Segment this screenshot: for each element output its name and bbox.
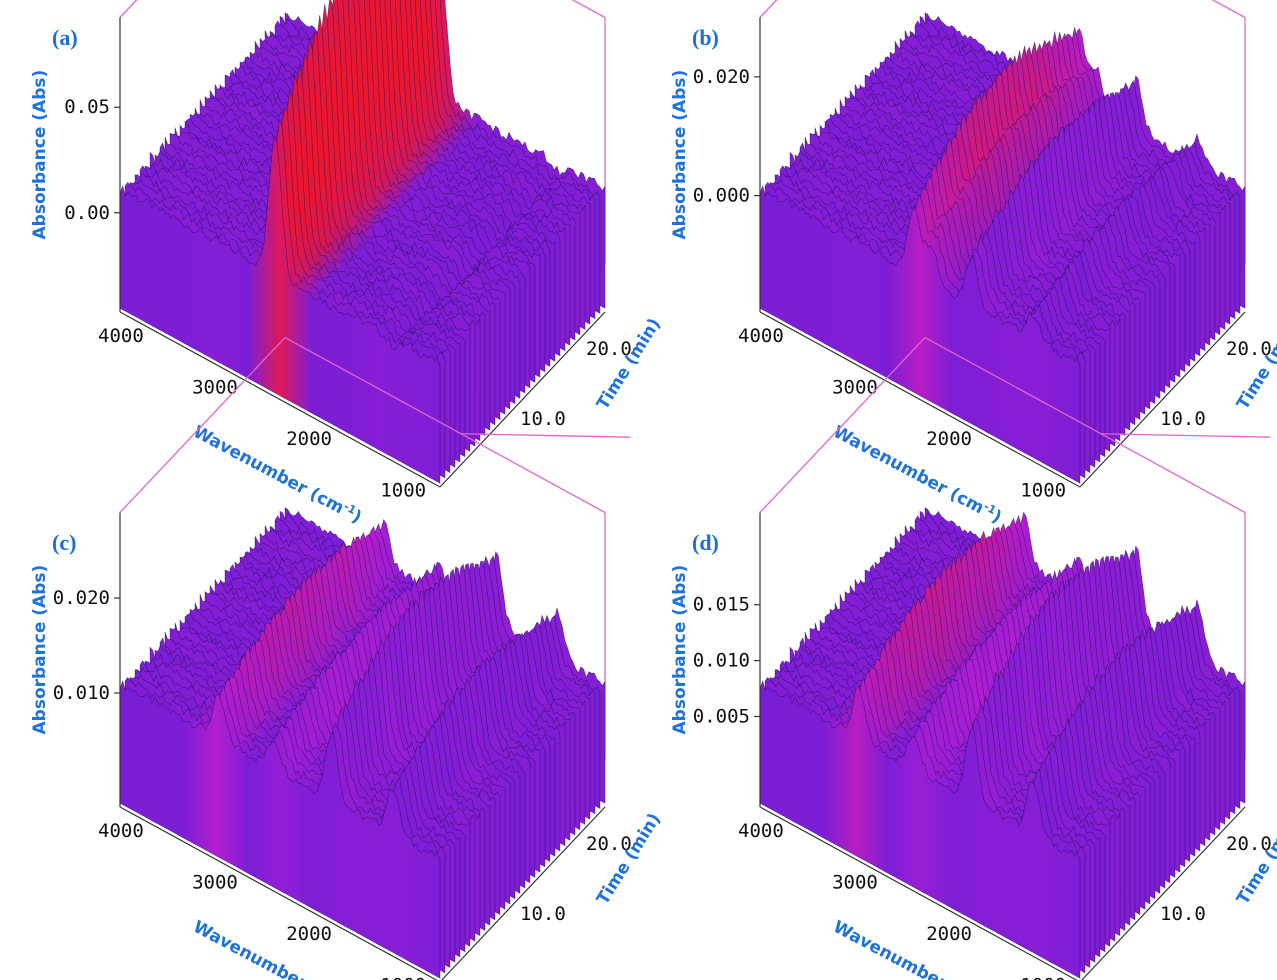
- x-tick-label: 4000: [98, 325, 144, 347]
- time-axis-line: [439, 311, 606, 488]
- x-axis-line: [119, 311, 441, 488]
- x-tick-label: 4000: [738, 325, 784, 347]
- x-tick-label: 2000: [286, 428, 332, 450]
- surface-group: [759, 336, 1271, 979]
- t-tick-label: 20.0: [1226, 833, 1272, 855]
- x-tick-label: 1000: [380, 974, 426, 980]
- t-tick-label: 10.0: [1160, 903, 1206, 925]
- time-axis-line: [1081, 806, 1246, 980]
- z-axis-title: Absorbance (Abs): [30, 565, 50, 735]
- x-tick-label: 3000: [832, 376, 878, 398]
- time-axis-title: Time (min): [593, 810, 665, 909]
- x-axis-title: Wavenumber (cm-1): [830, 916, 1006, 980]
- x-tick-label: 1000: [1020, 479, 1066, 501]
- z-axis-title: Absorbance (Abs): [30, 70, 50, 240]
- z-tick-label: 0.010: [53, 682, 110, 704]
- x-tick-label: 1000: [380, 479, 426, 501]
- surface-group: [119, 0, 606, 484]
- z-tick-label: 0.015: [693, 594, 750, 616]
- surface-plot-c: (c) 4000 3000 2000 1000 0.020 0.010 10.0 20.0 Wa…: [30, 336, 665, 980]
- surface-plot-d: (d) 4000 3000 2000 1000 0.015 0.010 0.005 10.0 2…: [670, 336, 1277, 980]
- x-axis-title: Wavenumber (cm-1): [190, 916, 366, 980]
- surface-group: [119, 336, 631, 979]
- box-edge-diag: [1100, 433, 1271, 438]
- z-tick-label: 0.000: [693, 185, 750, 207]
- time-axis-line: [441, 806, 606, 980]
- t-tick-label: 10.0: [520, 903, 566, 925]
- t-tick-label: 10.0: [1160, 408, 1206, 430]
- surface-strip: [119, 135, 441, 484]
- box-edge-diag: [460, 433, 631, 438]
- x-tick-label: 2000: [926, 428, 972, 450]
- z-tick-label: 0.00: [64, 202, 110, 224]
- box-edge-back: [759, 0, 1246, 19]
- t-tick-label: 10.0: [520, 408, 566, 430]
- z-axis-title: Absorbance (Abs): [670, 70, 690, 240]
- box-edge-back: [119, 336, 606, 514]
- z-tick-label: 0.005: [693, 705, 750, 727]
- x-tick-label: 4000: [98, 820, 144, 842]
- surface-plot-a: (a) 40003000200010000.050.0010.020.0Wave…: [30, 0, 665, 528]
- x-tick-label: 3000: [192, 376, 238, 398]
- t-tick-label: 20.0: [1226, 338, 1272, 360]
- time-axis-line: [1079, 311, 1246, 488]
- chart-panel-c: (c) 4000 3000 2000 1000 0.020 0.010 10.0 20.0 Wa…: [20, 336, 665, 980]
- z-tick-label: 0.020: [693, 66, 750, 88]
- z-tick-label: 0.020: [53, 587, 110, 609]
- panel-label: (c): [52, 530, 76, 555]
- time-axis-title: Time (min): [1233, 810, 1277, 909]
- z-tick-label: 0.05: [64, 96, 110, 118]
- x-axis-line: [119, 806, 438, 980]
- x-tick-label: 1000: [1020, 974, 1066, 980]
- t-tick-label: 20.0: [586, 833, 632, 855]
- panel-label: (a): [52, 25, 78, 50]
- z-axis-title: Absorbance (Abs): [670, 565, 690, 735]
- chart-panel-d: (d) 4000 3000 2000 1000 0.015 0.010 0.005 10.0 2…: [660, 336, 1277, 980]
- t-tick-label: 20.0: [586, 338, 632, 360]
- x-tick-label: 2000: [926, 923, 972, 945]
- z-tick-label: 0.010: [693, 650, 750, 672]
- surface-plot-b: (b) 40003000200010000.0200.00010.020.0Wa…: [670, 0, 1277, 528]
- x-tick-label: 3000: [832, 871, 878, 893]
- box-edge-back: [759, 336, 1246, 514]
- surface-group: [759, 0, 1246, 484]
- chart-panel-a: (a) 4000 3000 2000 1000 0.05 0.00 10.0 20.0 Wave…: [20, 0, 665, 528]
- surface-strip: [119, 680, 441, 979]
- chart-panel-b: (b) 4000 3000 2000 1000 0.020 0.000 10.0 20.0 Wa…: [660, 0, 1277, 528]
- surface-strip: [759, 185, 1081, 484]
- time-axis-title: Time (min): [1233, 315, 1277, 414]
- panel-label: (d): [692, 530, 719, 555]
- x-tick-label: 2000: [286, 923, 332, 945]
- x-tick-label: 4000: [738, 820, 784, 842]
- x-tick-label: 3000: [192, 871, 238, 893]
- time-axis-title: Time (min): [593, 315, 665, 414]
- x-axis-line: [759, 806, 1078, 980]
- x-axis-line: [759, 311, 1081, 488]
- surface-strip: [759, 680, 1081, 979]
- panel-label: (b): [692, 25, 719, 50]
